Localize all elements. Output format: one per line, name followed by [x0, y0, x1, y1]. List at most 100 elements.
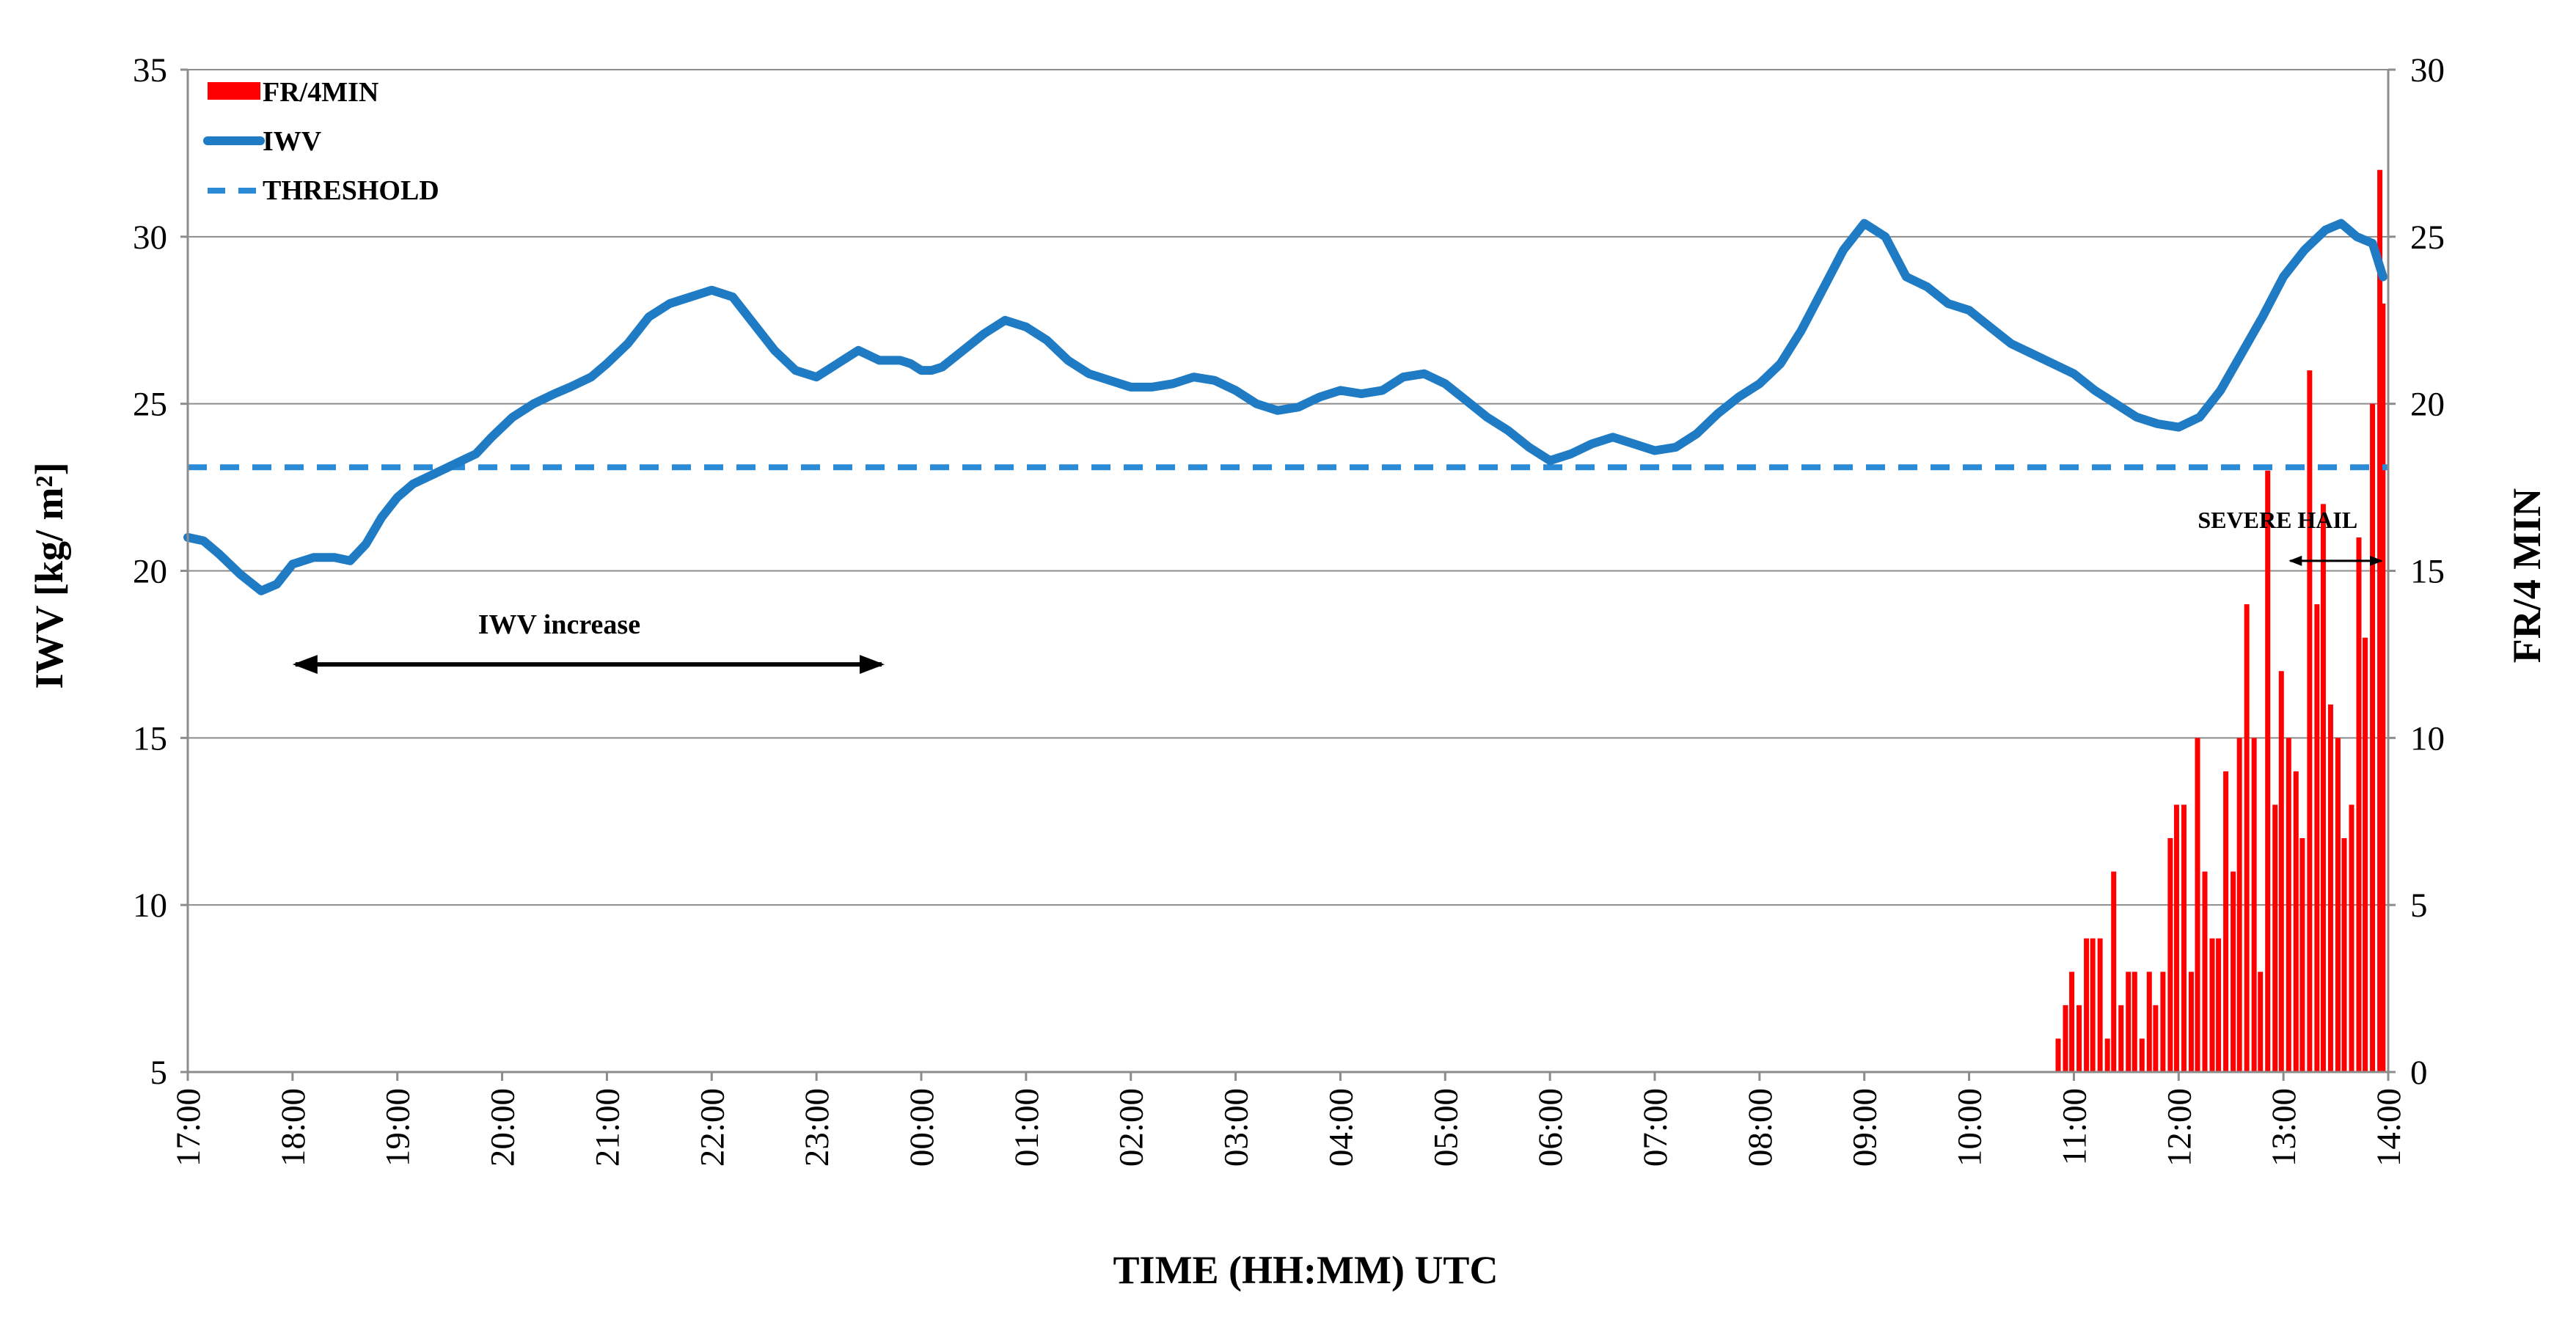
x-tick-label: 18:00: [274, 1088, 312, 1167]
fr-bar: [2299, 838, 2305, 1072]
y-tick-label: 25: [133, 386, 167, 424]
x-tick-label: 22:00: [693, 1088, 731, 1167]
x-tick-label: 21:00: [588, 1088, 626, 1167]
x-tick-label: 17:00: [169, 1088, 208, 1167]
x-tick-label: 10:00: [1951, 1088, 1989, 1167]
axes: [180, 68, 2396, 1081]
fr-bar: [2265, 470, 2271, 1072]
fr-bar: [2258, 972, 2264, 1072]
fr-bar: [2195, 738, 2200, 1072]
legend-label-iwv: IWV: [263, 126, 322, 157]
x-tick-label: 19:00: [379, 1088, 417, 1167]
fr-bar: [2153, 1005, 2159, 1072]
fr-bar: [2076, 1005, 2082, 1072]
y-axis-title: IWV [kg/ m²]: [27, 462, 71, 689]
fr-bar: [2377, 169, 2383, 1073]
y2-tick-label: 0: [2410, 1054, 2428, 1092]
iwv-line: [183, 219, 2387, 595]
y2-tick-label: 25: [2410, 219, 2445, 257]
fr-bar: [2160, 972, 2166, 1072]
fr-bar: [2278, 671, 2284, 1072]
x-tick-label: 13:00: [2265, 1088, 2303, 1167]
y-tick-label: 10: [133, 887, 167, 925]
fr-bar: [2335, 738, 2341, 1072]
fr-bar: [2272, 804, 2278, 1072]
x-tick-label: 20:00: [484, 1088, 522, 1167]
tick-labels: 5 10 15 20 25 30 35 0 5 10 15 20 25 30 17:00 18:00 19:00…: [133, 51, 2445, 1167]
iwv-series-line: [183, 219, 2387, 595]
fr-bar: [2244, 604, 2250, 1072]
fr-bar: [2341, 838, 2347, 1072]
x-tick-label: 09:00: [1846, 1088, 1884, 1167]
x-tick-label: 08:00: [1741, 1088, 1779, 1167]
legend-label-threshold: THRESHOLD: [263, 175, 439, 206]
fr-bar: [2209, 938, 2215, 1072]
fr-bars: [2055, 169, 2386, 1073]
legend-label-fr: FR/4MIN: [263, 77, 378, 108]
x-tick-label: 06:00: [1532, 1088, 1570, 1167]
x-tick-label: 05:00: [1427, 1088, 1465, 1167]
fr-bar: [2314, 604, 2320, 1072]
fr-bar: [2380, 303, 2386, 1072]
legend: FR/4MIN IWV THRESHOLD: [203, 77, 439, 206]
x-tick-label: 02:00: [1113, 1088, 1151, 1167]
fr-bar: [2356, 537, 2362, 1072]
iwv-increase-label: IWV increase: [478, 609, 640, 640]
fr-bar: [2216, 938, 2222, 1072]
fr-bar: [2090, 938, 2096, 1072]
annotations: IWV increase SEVERE HAIL: [292, 507, 2383, 675]
fr-bar: [2327, 704, 2333, 1072]
x-tick-label: 07:00: [1636, 1088, 1675, 1167]
fr-bar: [2363, 637, 2368, 1072]
fr-bar: [2293, 771, 2299, 1072]
fr-bar: [2370, 403, 2376, 1072]
fr-bar: [2223, 771, 2229, 1072]
fr-bar: [2069, 972, 2075, 1072]
y-tick-label: 15: [133, 719, 167, 757]
x-tick-label: 14:00: [2370, 1088, 2408, 1167]
y2-tick-label: 15: [2410, 553, 2445, 591]
x-tick-label: 11:00: [2055, 1088, 2093, 1165]
fr-bar: [2349, 804, 2354, 1072]
x-tick-label: 00:00: [903, 1088, 941, 1167]
fr-bar: [2104, 1038, 2110, 1072]
fr-bar: [2097, 938, 2103, 1072]
fr-bar: [2132, 972, 2137, 1072]
fr-bar: [2126, 972, 2132, 1072]
x-tick-label: 03:00: [1218, 1088, 1256, 1167]
fr-bar: [2251, 738, 2257, 1072]
fr-bar: [2173, 804, 2179, 1072]
y2-tick-label: 5: [2410, 887, 2428, 925]
fr-bar: [2139, 1038, 2145, 1072]
fr-bar: [2236, 738, 2242, 1072]
y2-tick-label: 20: [2410, 386, 2445, 424]
x-tick-label: 23:00: [798, 1088, 836, 1167]
fr-bar: [2307, 370, 2313, 1073]
x-tick-label: 12:00: [2160, 1088, 2198, 1167]
x-axis-title: TIME (HH:MM) UTC: [1113, 1248, 1499, 1292]
y2-tick-label: 30: [2410, 51, 2445, 89]
fr-bar: [2167, 838, 2173, 1072]
fr-bar: [2118, 1005, 2124, 1072]
legend-swatch-fr: [208, 82, 260, 100]
y-tick-label: 30: [133, 219, 167, 257]
y-tick-label: 35: [133, 51, 167, 89]
fr-bar: [2202, 871, 2208, 1072]
fr-bar: [2286, 738, 2291, 1072]
fr-bar: [2188, 972, 2194, 1072]
y2-tick-label: 10: [2410, 719, 2445, 757]
severe-hail-label: SEVERE HAIL: [2198, 507, 2357, 533]
x-tick-label: 04:00: [1322, 1088, 1360, 1167]
gridlines: [188, 69, 2388, 906]
fr-bar: [2055, 1038, 2061, 1072]
fr-bar: [2063, 1005, 2068, 1072]
fr-bar: [2111, 871, 2117, 1072]
x-tick-label: 01:00: [1008, 1088, 1046, 1167]
fr-bar: [2320, 504, 2326, 1072]
fr-bar: [2231, 871, 2236, 1072]
fr-bar: [2084, 938, 2090, 1072]
fr-bar: [2181, 804, 2187, 1072]
y-tick-label: 20: [133, 553, 167, 591]
y2-axis-title: FR/4 MIN: [2505, 488, 2549, 663]
